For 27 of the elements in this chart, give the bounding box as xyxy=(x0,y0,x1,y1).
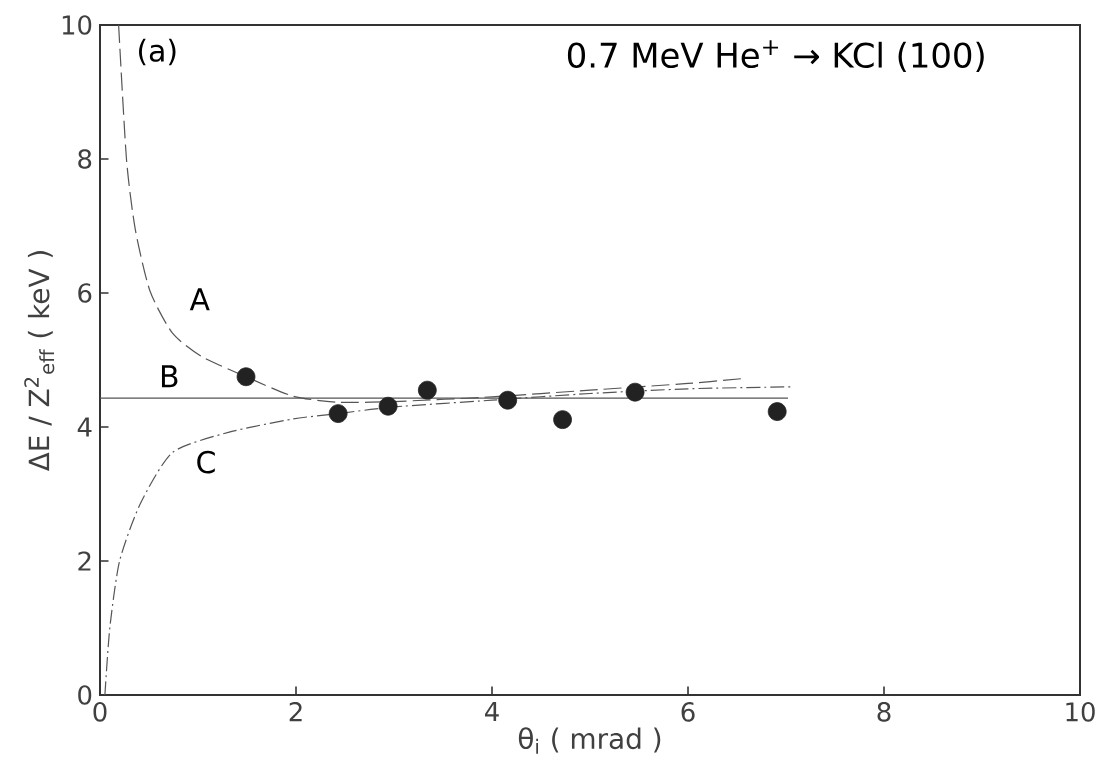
point xyxy=(553,410,572,429)
series-label: A xyxy=(189,288,210,311)
y-tick-label: 0 xyxy=(78,685,92,705)
x-tick-label: 2 xyxy=(289,702,302,722)
point xyxy=(328,404,348,423)
series-label: C xyxy=(197,450,215,474)
point xyxy=(625,382,645,402)
x-axis-title: θ$_{i}$ ( mrad ) xyxy=(518,727,661,754)
x-tick-label: 8 xyxy=(877,702,891,722)
point xyxy=(236,367,256,387)
y-tick-label: 2 xyxy=(78,551,91,571)
y-tick-label: 8 xyxy=(78,149,92,169)
y-axis-title: ΔE / Z$^{2}$$_{eff}$ ( keV ) xyxy=(24,251,55,472)
y-tick-label: 6 xyxy=(78,283,92,303)
point xyxy=(767,402,787,421)
point xyxy=(417,380,437,400)
chart-title: 0.7 MeV He$^{+}$ → KCl (100) xyxy=(567,40,984,73)
annotation: (a) xyxy=(139,38,176,66)
x-tick-label: 10 xyxy=(1066,702,1095,722)
point xyxy=(498,390,518,410)
x-tick-label: 4 xyxy=(485,702,499,721)
y-tick-label: 10 xyxy=(62,15,92,35)
x-tick-label: 0 xyxy=(93,702,107,722)
series-label: B xyxy=(161,365,178,388)
y-tick-label: 4 xyxy=(77,417,92,437)
point xyxy=(378,396,398,416)
x-tick-label: 6 xyxy=(681,702,695,722)
